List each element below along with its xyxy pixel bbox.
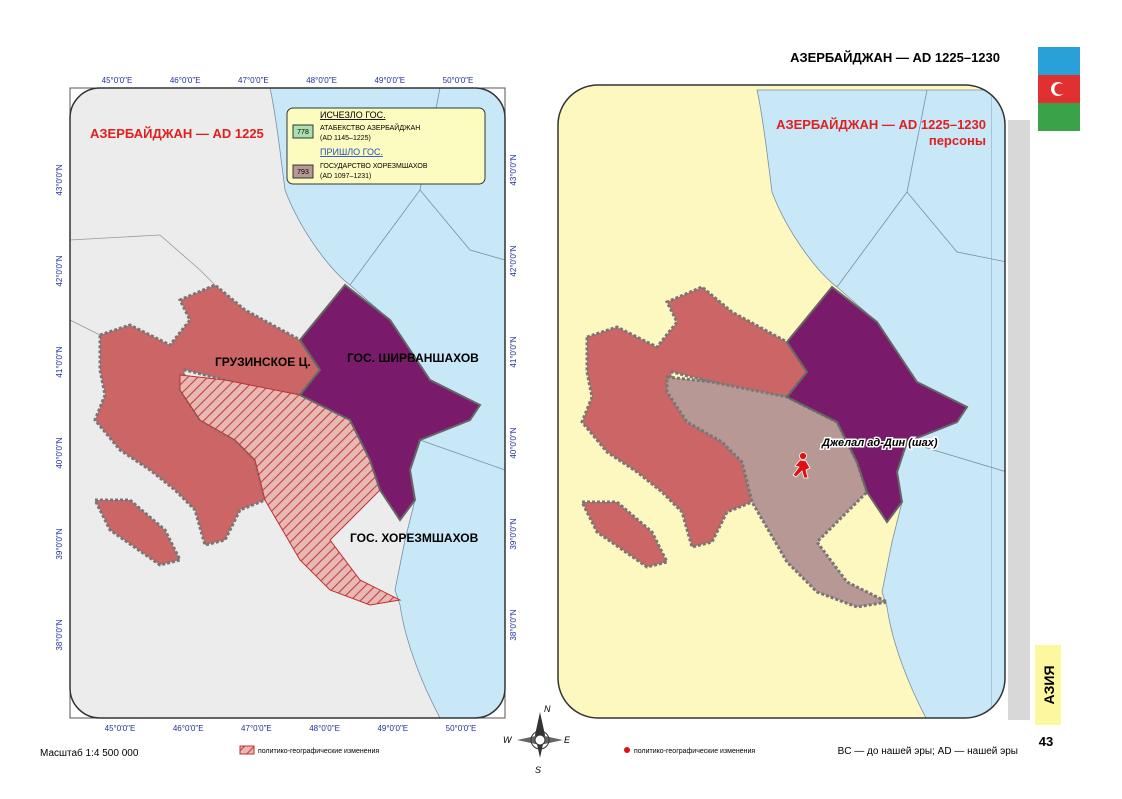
coordinate-label: 48°0'0"E xyxy=(309,724,340,733)
map-title: АЗЕРБАЙДЖАН — AD 1225–1230 xyxy=(776,117,986,132)
map-title: АЗЕРБАЙДЖАН — AD 1225 xyxy=(90,126,264,141)
legend-swatch xyxy=(239,745,255,755)
coordinate-label: 46°0'0"E xyxy=(173,724,204,733)
coordinate-label: 47°0'0"E xyxy=(238,76,269,85)
map-subtitle: персоны xyxy=(929,133,986,148)
coordinate-label: 40°0'0"N xyxy=(55,437,64,468)
flag xyxy=(1038,47,1080,131)
coordinate-label: 43°0'0"N xyxy=(509,154,518,185)
coordinate-label: 43°0'0"N xyxy=(55,164,64,195)
compass-letter: S xyxy=(535,765,541,775)
era-note: BC — до нашей эры; AD — нашей эры xyxy=(838,746,1018,757)
legend-name: ГОСУДАРСТВО ХОРЕЗМШАХОВ xyxy=(320,163,428,170)
footer-legend: политико-географические изменения xyxy=(634,748,755,755)
region-label: ГОС. ХОРЕЗМШАХОВ xyxy=(350,531,479,545)
coordinate-label: 50°0'0"E xyxy=(443,76,474,85)
coordinate-label: 47°0'0"E xyxy=(241,724,272,733)
person-icon xyxy=(792,452,811,479)
compass-letter: N xyxy=(544,704,551,714)
person-label: Джелал ад-Дин (шах) xyxy=(821,437,938,449)
scale: Масштаб 1:4 500 000 xyxy=(40,747,139,759)
legend-dates: (AD 1097–1231) xyxy=(320,173,371,180)
compass-rose: N E S W xyxy=(503,704,571,775)
coordinate-label: 38°0'0"N xyxy=(509,609,518,640)
page-title: АЗЕРБАЙДЖАН — AD 1225–1230 xyxy=(790,50,1000,65)
coordinate-label: 50°0'0"E xyxy=(446,724,477,733)
footer-legend: политико-географические изменения xyxy=(258,748,379,755)
coordinate-label: 39°0'0"N xyxy=(55,528,64,559)
coordinate-label: 38°0'0"N xyxy=(55,619,64,650)
legend-code: 778 xyxy=(297,129,309,136)
legend-name: АТАБЕКСТВО АЗЕРБАЙДЖАН xyxy=(320,123,420,132)
coordinate-label: 41°0'0"N xyxy=(55,346,64,377)
legend-code: 793 xyxy=(297,169,309,176)
coordinate-label: 40°0'0"N xyxy=(509,427,518,458)
coordinate-label: 45°0'0"E xyxy=(105,724,136,733)
coordinate-label: 48°0'0"E xyxy=(306,76,337,85)
coordinate-label: 49°0'0"E xyxy=(374,76,405,85)
legend-dot xyxy=(624,747,630,753)
page-shadow xyxy=(1008,120,1030,720)
coordinate-label: 42°0'0"N xyxy=(55,255,64,286)
region-label: ГОС. ШИРВАНШАХОВ xyxy=(347,351,479,365)
coordinate-labels: 45°0'0"E 45°0'0"E 46°0'0"E 46°0'0"E 47°0'0"E… xyxy=(55,76,518,733)
region-label: ГРУЗИНСКОЕ Ц. xyxy=(215,355,311,369)
legend-heading: ИСЧЕЗЛО ГОС. xyxy=(320,110,386,120)
legend-heading: ПРИШЛО ГОС. xyxy=(320,147,383,157)
coordinate-label: 39°0'0"N xyxy=(509,518,518,549)
left-map: АЗЕРБАЙДЖАН — AD 1225 ИСЧЕЗЛО ГОС. 778 А… xyxy=(55,76,518,733)
section-label: АЗИЯ xyxy=(1041,665,1057,704)
coordinate-label: 42°0'0"N xyxy=(509,245,518,276)
coordinate-label: 41°0'0"N xyxy=(509,336,518,367)
coordinate-label: 46°0'0"E xyxy=(170,76,201,85)
page-number: 43 xyxy=(1039,734,1053,749)
section-tab xyxy=(1035,645,1061,725)
right-map: АЗЕРБАЙДЖАН — AD 1225–1230 персоны Джела… xyxy=(557,84,1006,719)
coordinate-label: 49°0'0"E xyxy=(377,724,408,733)
legend-dates: (AD 1145–1225) xyxy=(320,135,371,142)
legend: ИСЧЕЗЛО ГОС. 778 АТАБЕКСТВО АЗЕРБАЙДЖАН … xyxy=(286,107,486,185)
compass-letter: E xyxy=(564,735,571,745)
coordinate-label: 45°0'0"E xyxy=(102,76,133,85)
compass-letter: W xyxy=(503,735,513,745)
